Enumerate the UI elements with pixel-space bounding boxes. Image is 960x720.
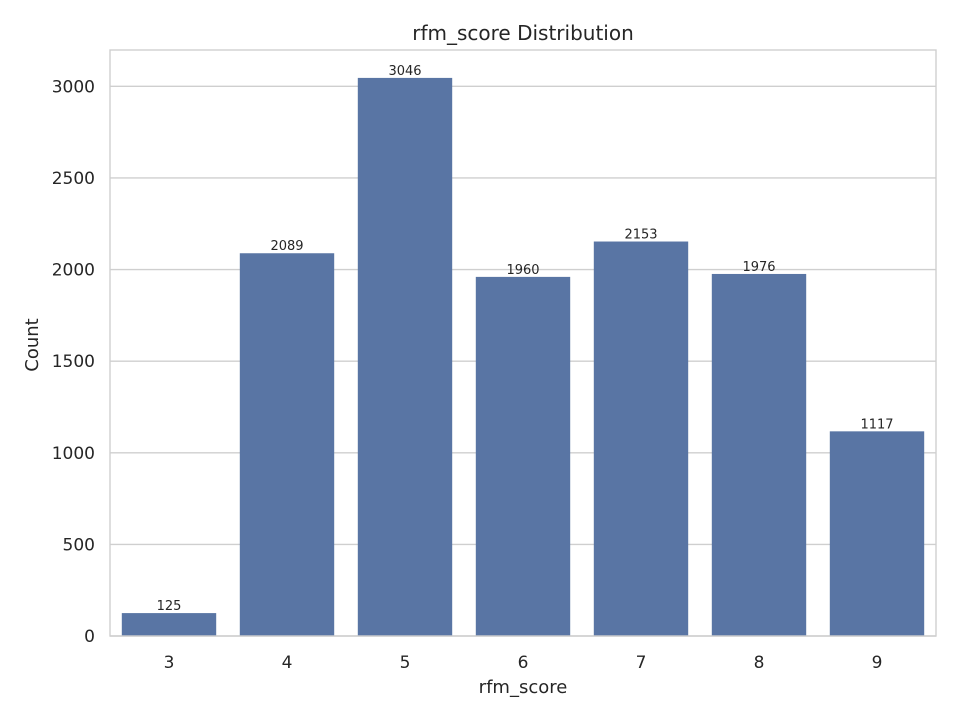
y-tick-label: 2500 [52, 169, 95, 189]
plot-frame [109, 49, 937, 637]
x-tick-label-5: 5 [400, 653, 411, 673]
data-labels: 125 2089 3046 1960 2153 1976 1117 [157, 64, 894, 614]
y-tick-label: 0 [84, 627, 95, 647]
y-tick-label: 2000 [52, 261, 95, 281]
bar-3 [121, 613, 217, 636]
chart-title: rfm_score Distribution [412, 21, 634, 45]
bars [121, 77, 925, 636]
x-tick-label-4: 4 [282, 653, 293, 673]
x-tick-label-8: 8 [754, 653, 765, 673]
data-label-5: 3046 [388, 64, 421, 79]
data-label-7: 2153 [624, 228, 657, 243]
bar-9 [829, 431, 925, 636]
x-axis-ticks: 3 4 5 6 7 8 9 [164, 653, 883, 673]
y-tick-label: 500 [63, 535, 95, 555]
bar-4 [239, 253, 335, 636]
y-tick-label: 3000 [52, 77, 95, 97]
y-tick-label: 1000 [52, 444, 95, 464]
bar-7 [593, 241, 689, 636]
x-tick-label-3: 3 [164, 653, 175, 673]
y-tick-label: 1500 [52, 352, 95, 372]
bar-5 [357, 77, 453, 636]
data-label-9: 1117 [860, 417, 893, 432]
x-tick-label-6: 6 [518, 653, 529, 673]
data-label-6: 1960 [506, 263, 539, 278]
data-label-8: 1976 [742, 260, 775, 275]
x-axis-label: rfm_score [479, 677, 568, 698]
y-axis-label: Count [22, 318, 43, 371]
y-axis-ticks: 0 500 1000 1500 2000 2500 3000 [52, 77, 95, 647]
x-tick-label-9: 9 [872, 653, 883, 673]
x-tick-label-7: 7 [636, 653, 647, 673]
data-label-4: 2089 [270, 239, 303, 254]
data-label-3: 125 [157, 599, 182, 614]
bar-8 [711, 273, 807, 636]
bar-6 [475, 276, 571, 636]
